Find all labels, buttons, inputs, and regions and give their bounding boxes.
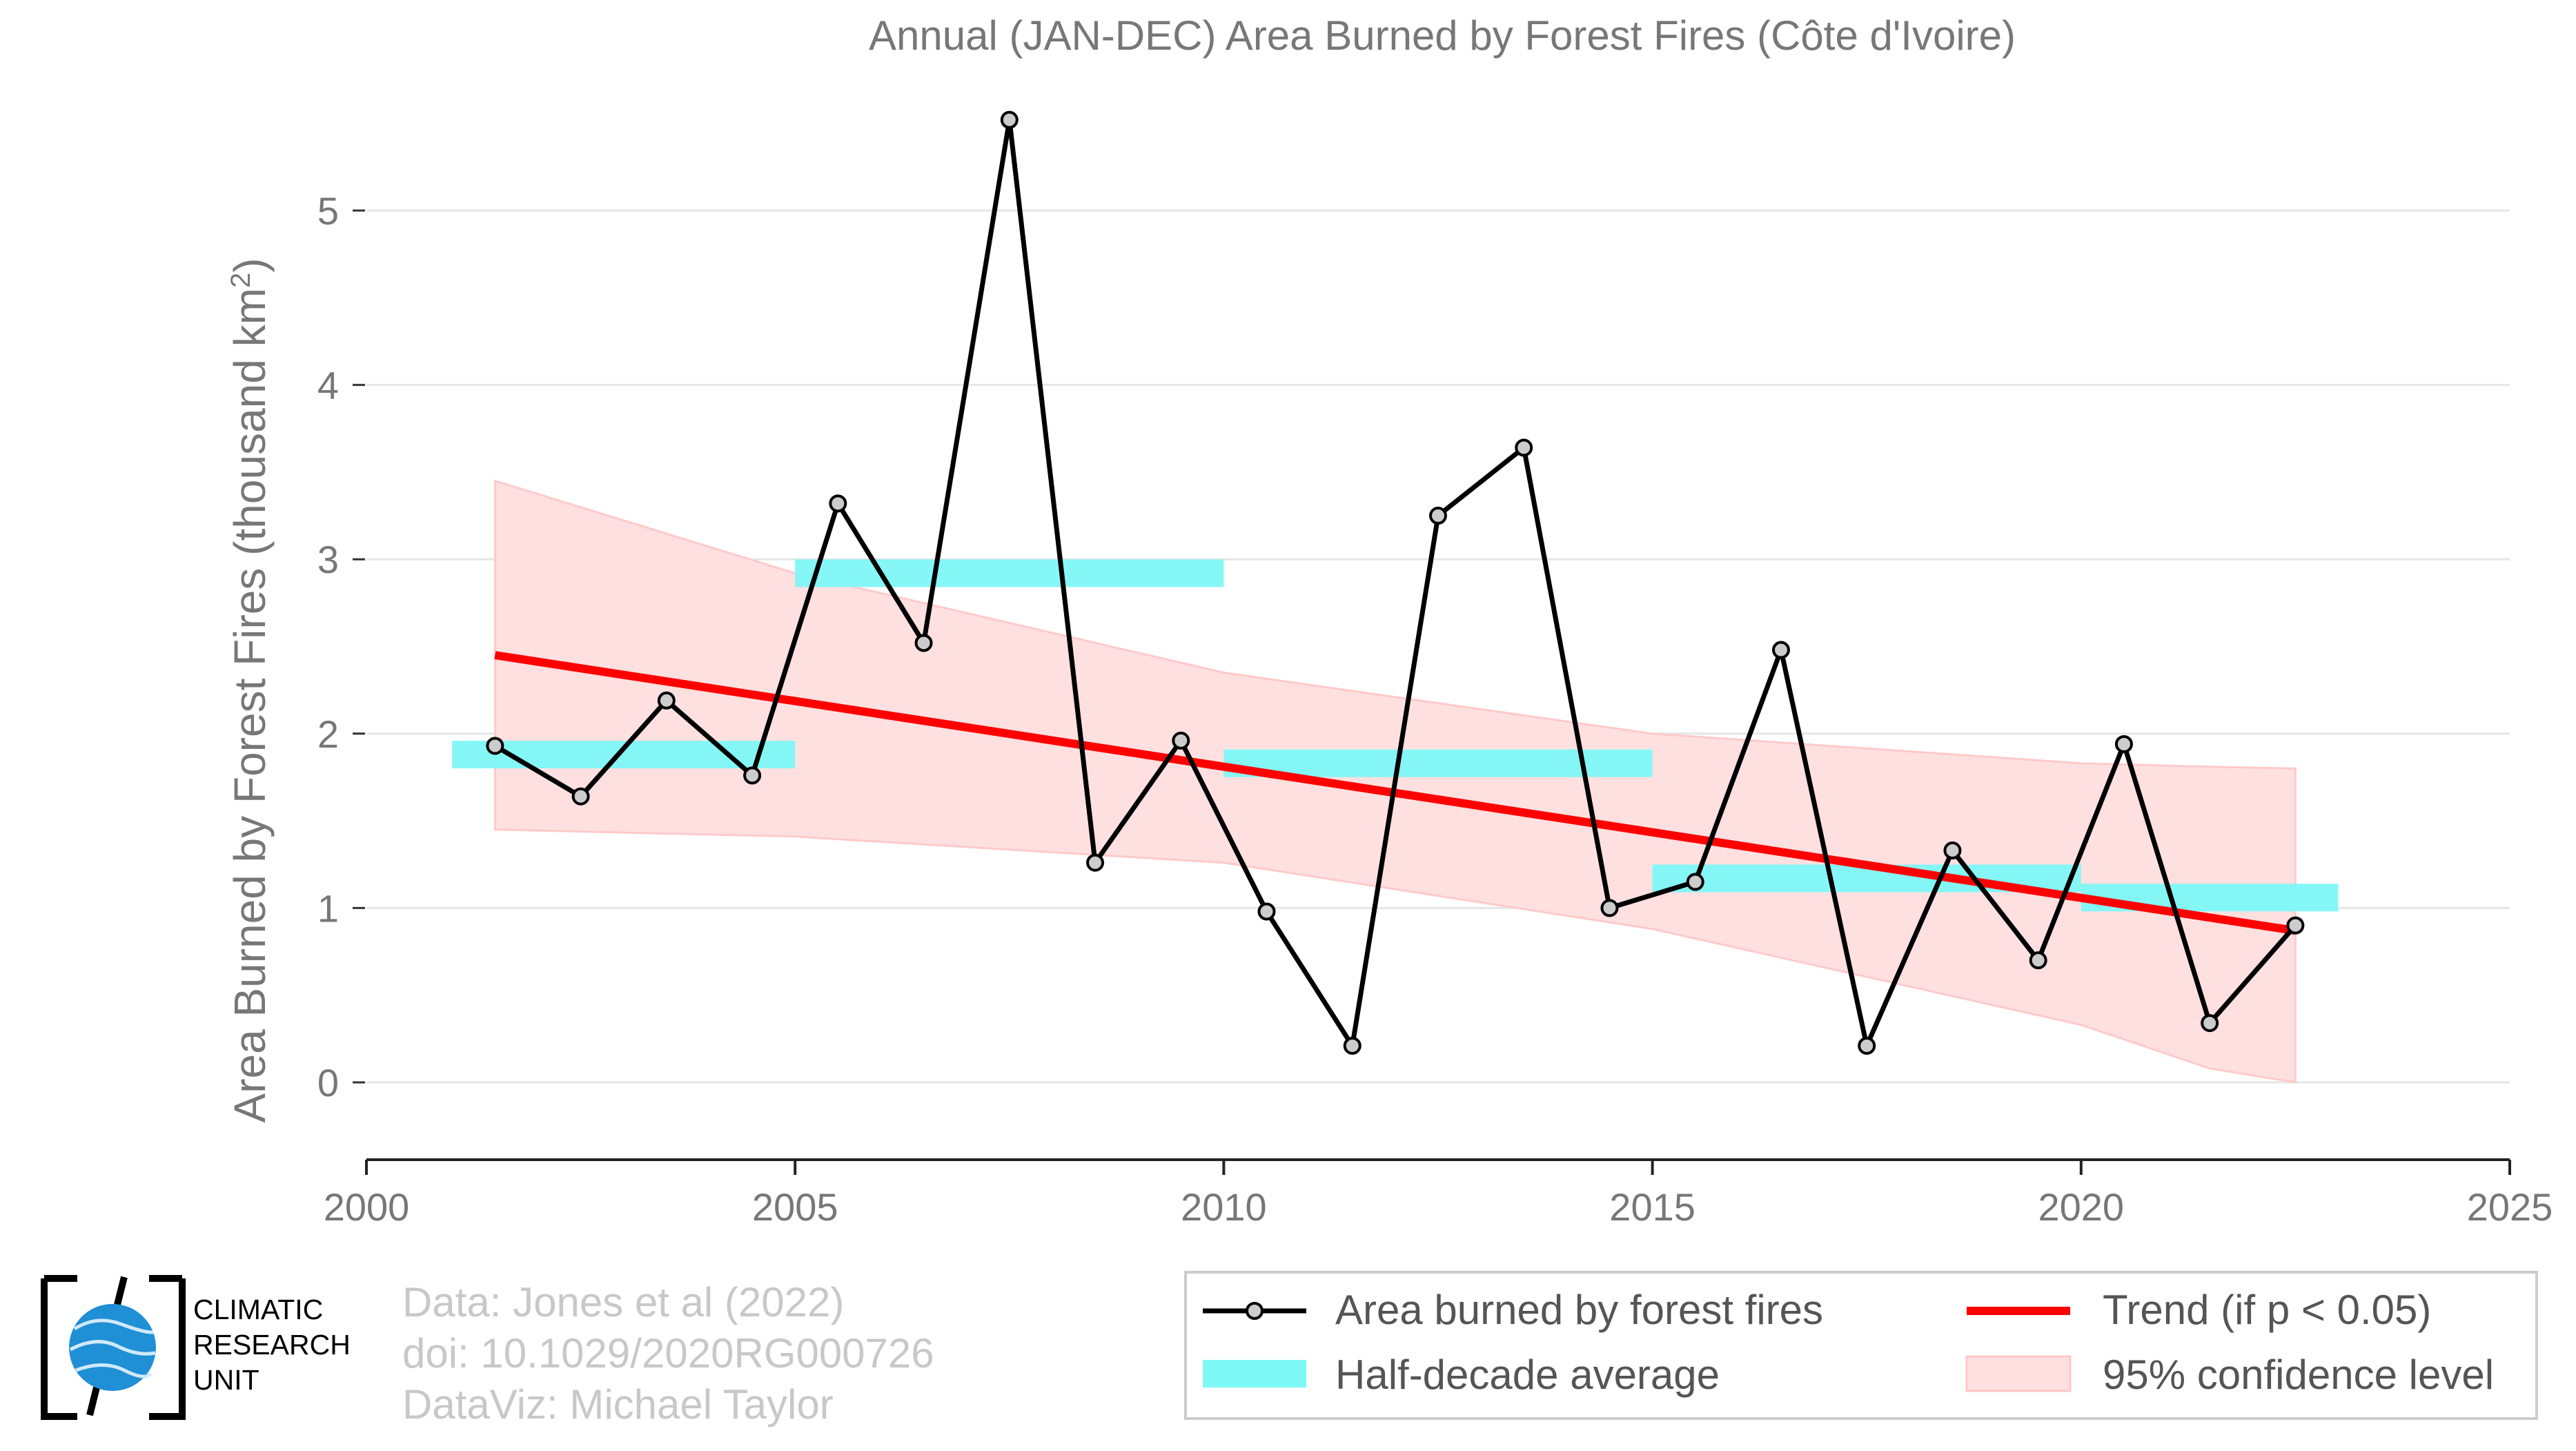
data-point-2016.5 [1771,641,1790,659]
legend-swatch-half-decade [1203,1360,1306,1387]
axes: 2000 2005 2010 2015 2020 2025 [324,1158,2553,1229]
data-point-2017.5 [1858,1036,1876,1055]
area-burned-series [486,110,2305,1055]
ytick-label-5: 5 [317,189,339,233]
legend-label-trend: Trend (if p < 0.05) [2103,1287,2431,1333]
data-point-2004.5 [743,766,762,785]
data-point-2021.5 [2201,1014,2219,1033]
xtick-label-2000: 2000 [324,1185,410,1229]
xtick-label-2005: 2005 [752,1185,838,1229]
cru-logo [41,1275,186,1420]
data-point-2006.5 [914,634,933,652]
credit-data-source: Data: Jones et al (2022) [402,1279,845,1325]
y-axis-label-sup: 2 [226,273,256,288]
credits: Data: Jones et al (2022) doi: 10.1029/20… [402,1277,934,1430]
ytick-label-3: 3 [317,538,339,581]
data-point-2011.5 [1343,1036,1361,1055]
cru-line-1: CLIMATIC [193,1294,324,1325]
data-point-2020.5 [2114,734,2133,753]
series-line [493,117,2298,1049]
cru-line-3: UNIT [193,1364,259,1396]
data-point-2005.5 [829,494,847,513]
half-decade-bar-1 [795,559,1224,587]
y-axis-label-main: Area Burned by Forest Fires (thousand km [225,288,275,1122]
data-point-2010.5 [1257,902,1276,921]
xtick-label-2025: 2025 [2467,1185,2553,1229]
data-point-2012.5 [1429,507,1447,525]
data-point-2007.5 [1000,110,1019,129]
credit-doi: doi: 10.1029/2020RG000726 [402,1330,934,1376]
legend-swatch-confidence [1965,1355,2072,1392]
xtick-label-2015: 2015 [1609,1185,1695,1229]
ytick-label-1: 1 [317,886,339,930]
cru-logo-text: CLIMATIC RESEARCH UNIT [193,1292,351,1398]
legend-label-half-decade: Half-decade average [1335,1352,1720,1398]
legend-label-confidence: 95% confidence level [2103,1352,2494,1398]
data-point-2018.5 [1943,841,1962,860]
chart-title: Annual (JAN-DEC) Area Burned by Forest F… [869,12,2016,59]
legend-marker-area [1246,1302,1264,1320]
y-axis-label: Area Burned by Forest Fires (thousand km… [225,258,275,1123]
data-point-2022.5 [2286,916,2305,935]
legend-box [1184,1271,2538,1420]
data-point-2003.5 [657,691,676,710]
data-point-2019.5 [2029,951,2047,970]
data-point-2014.5 [1600,899,1619,917]
data-point-2002.5 [571,787,590,806]
data-point-2001.5 [486,737,504,755]
ytick-label-0: 0 [317,1061,339,1104]
credit-dataviz: DataViz: Michael Taylor [402,1381,834,1428]
legend: Area burned by forest fires Half-decade … [1184,1271,2538,1420]
globe-icon [69,1304,156,1391]
xtick-label-2010: 2010 [1181,1185,1267,1229]
data-point-2009.5 [1172,731,1190,750]
ytick-label-2: 2 [317,712,339,756]
data-point-2015.5 [1686,873,1704,891]
data-point-2008.5 [1086,853,1105,872]
cru-line-2: RESEARCH [193,1329,351,1361]
xtick-label-2020: 2020 [2038,1185,2125,1229]
y-axis-label-end: ) [225,258,275,273]
ytick-label-4: 4 [317,364,339,407]
data-point-2013.5 [1515,438,1533,457]
legend-label-area: Area burned by forest fires [1335,1287,1823,1333]
